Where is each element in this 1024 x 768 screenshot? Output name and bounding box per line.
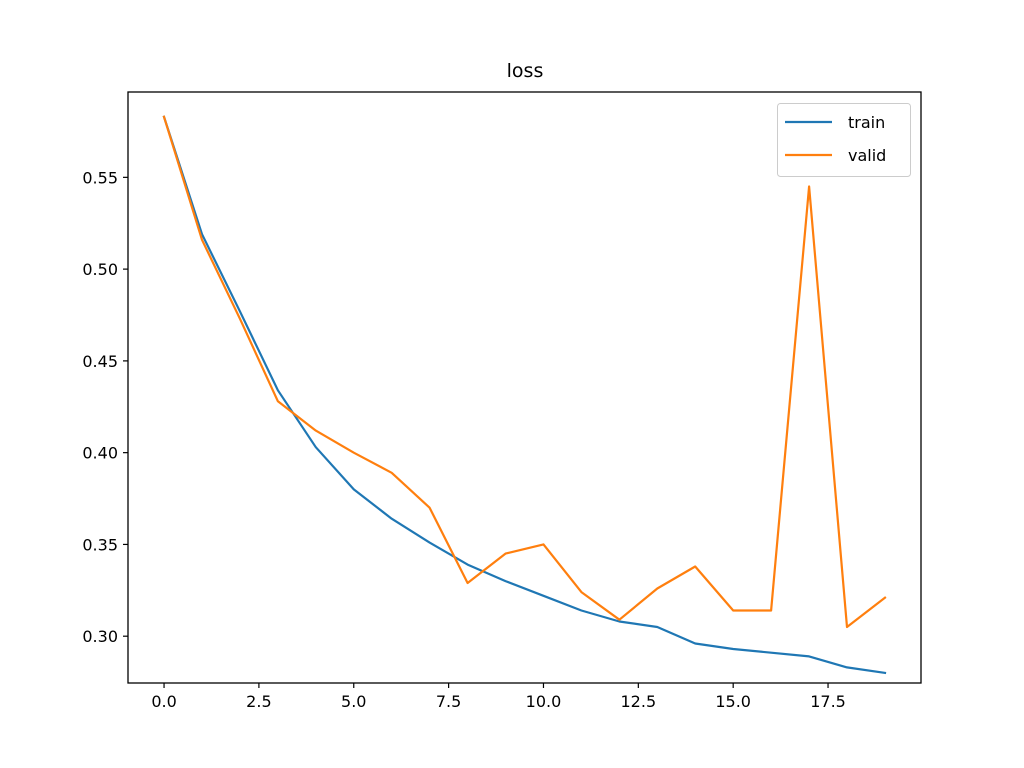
legend: train valid <box>777 103 911 177</box>
chart-title: loss <box>507 60 544 82</box>
y-tick-label: 0.55 <box>82 168 118 187</box>
y-tick-label: 0.50 <box>82 260 118 279</box>
y-tick-label: 0.45 <box>82 352 118 371</box>
y-tick-label: 0.40 <box>82 444 118 463</box>
axes-frame <box>127 91 922 684</box>
legend-train-label: train <box>848 113 885 132</box>
legend-valid-label: valid <box>848 146 886 165</box>
series-line-train <box>162 115 887 675</box>
series-line-valid <box>162 115 887 629</box>
x-tick-label: 15.0 <box>715 692 751 711</box>
x-tick-label: 10.0 <box>526 692 562 711</box>
y-axis: 0.30 0.35 0.40 0.45 0.50 0.55 <box>82 168 128 646</box>
x-tick-label: 7.5 <box>436 692 461 711</box>
x-axis: 0.0 2.5 5.0 7.5 10.0 12.5 15.0 17.5 <box>151 683 846 711</box>
x-tick-label: 12.5 <box>621 692 657 711</box>
x-tick-label: 17.5 <box>810 692 846 711</box>
x-tick-label: 0.0 <box>151 692 176 711</box>
x-tick-label: 2.5 <box>246 692 271 711</box>
legend-box <box>777 103 911 177</box>
plot-area <box>162 115 887 675</box>
x-tick-label: 5.0 <box>341 692 366 711</box>
y-tick-label: 0.30 <box>82 627 118 646</box>
y-tick-label: 0.35 <box>82 535 118 554</box>
